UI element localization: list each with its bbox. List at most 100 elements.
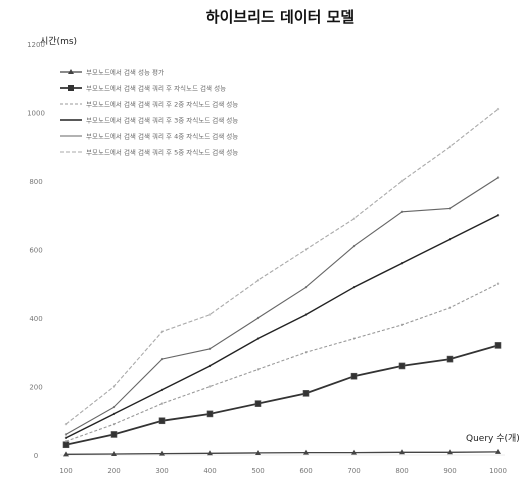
legend-label: 부모노드에서 검색 검색 쿼리 후 3중 자식노드 검색 성능	[86, 116, 238, 125]
data-point	[350, 372, 358, 380]
series-line	[65, 283, 499, 442]
data-point	[63, 451, 69, 457]
data-point	[400, 262, 404, 265]
series-line	[65, 344, 499, 446]
data-point	[64, 422, 68, 426]
y-tick-label: 600	[29, 247, 42, 255]
legend-marker	[68, 69, 74, 74]
series-4	[64, 214, 500, 440]
data-point	[448, 207, 452, 210]
data-point	[256, 368, 260, 371]
data-point	[352, 217, 356, 220]
data-point	[256, 279, 260, 282]
y-tick-label: 1200	[27, 41, 45, 49]
series-line	[65, 451, 499, 455]
data-point	[495, 448, 501, 454]
data-point	[110, 431, 118, 438]
data-point	[352, 285, 356, 289]
data-point	[303, 449, 309, 455]
series-layer	[62, 107, 502, 457]
data-point	[62, 441, 70, 449]
x-axis-label: Query 수(개)	[466, 433, 519, 444]
series-5	[64, 176, 500, 436]
data-point	[448, 238, 452, 241]
y-tick-label: 400	[29, 315, 42, 323]
series-1	[63, 448, 501, 457]
data-point	[208, 364, 212, 368]
legend-label: 부모노드에서 검색 검색 쿼리 후 4중 자식노드 검색 성능	[86, 132, 238, 141]
x-tick-labels: 100 200 300 400 500 600 700 800 900 1000	[59, 467, 507, 475]
data-point	[304, 351, 308, 354]
series-2	[62, 342, 502, 449]
x-tick-label: 500	[251, 467, 264, 475]
data-point	[496, 176, 500, 179]
data-point	[302, 390, 310, 397]
data-point	[111, 450, 117, 456]
data-point	[208, 385, 212, 388]
data-point	[496, 107, 500, 111]
legend-item: 부모노드에서 검색 검색 쿼리 후 3중 자식노드 검색 성능	[60, 116, 238, 125]
data-point	[494, 342, 502, 349]
x-tick-label: 400	[203, 467, 216, 475]
data-point	[496, 214, 500, 217]
data-point	[207, 450, 213, 456]
x-tick-label: 1000	[489, 467, 507, 475]
data-point	[160, 330, 164, 333]
y-tick-label: 800	[29, 178, 42, 186]
series-line	[65, 214, 499, 439]
data-point	[255, 449, 261, 455]
data-point	[112, 405, 116, 409]
data-point	[400, 179, 404, 183]
data-point	[112, 385, 116, 388]
legend-label: 부모노드에서 검색 검색 쿼리 후 자식노드 검색 성능	[86, 84, 226, 93]
legend-item: 부모노드에서 검색 성능 평가	[60, 68, 164, 77]
legend-label: 부모노드에서 검색 성능 평가	[86, 68, 164, 77]
y-tick-labels: 0 200 400 600 800 1000 1200	[27, 41, 45, 460]
x-tick-label: 200	[107, 467, 120, 475]
legend-item: 부모노드에서 검색 검색 쿼리 후 5중 자식노드 검색 성능	[60, 148, 238, 157]
data-point	[496, 282, 500, 285]
data-point	[160, 388, 164, 392]
legend-item: 부모노드에서 검색 검색 쿼리 후 자식노드 검색 성능	[60, 84, 226, 93]
series-6	[64, 107, 500, 426]
legend-label: 부모노드에서 검색 검색 쿼리 후 2중 자식노드 검색 성능	[86, 100, 238, 109]
legend-item: 부모노드에서 검색 검색 쿼리 후 4중 자식노드 검색 성능	[60, 132, 238, 141]
data-point	[304, 248, 308, 251]
data-point	[447, 449, 453, 455]
data-point	[400, 210, 404, 214]
series-3	[64, 282, 500, 443]
x-tick-label: 300	[155, 467, 168, 475]
data-point	[352, 337, 356, 340]
data-point	[159, 450, 165, 456]
data-point	[208, 347, 212, 351]
data-point	[112, 412, 116, 416]
data-point	[64, 440, 68, 443]
x-tick-label: 100	[59, 467, 72, 475]
data-point	[64, 436, 68, 440]
y-tick-label: 0	[34, 452, 38, 460]
y-tick-label: 1000	[27, 110, 45, 118]
data-point	[399, 449, 405, 455]
y-tick-label: 200	[29, 384, 42, 392]
data-point	[304, 285, 308, 289]
data-point	[448, 306, 452, 309]
data-point	[112, 422, 116, 426]
y-axis-label: 시간(ms)	[40, 36, 77, 47]
series-line	[65, 177, 499, 435]
series-line	[65, 108, 499, 425]
data-point	[448, 145, 452, 148]
chart-title: 하이브리드 데이터 모델	[206, 8, 355, 26]
data-point	[158, 417, 166, 425]
legend-marker	[68, 85, 74, 91]
x-tick-label: 600	[299, 467, 312, 475]
data-point	[351, 449, 357, 455]
data-point	[160, 402, 164, 405]
data-point	[352, 244, 356, 248]
data-point	[208, 313, 212, 316]
data-point	[256, 337, 260, 340]
x-tick-label: 800	[395, 467, 408, 475]
data-point	[446, 355, 454, 363]
data-point	[160, 357, 164, 361]
